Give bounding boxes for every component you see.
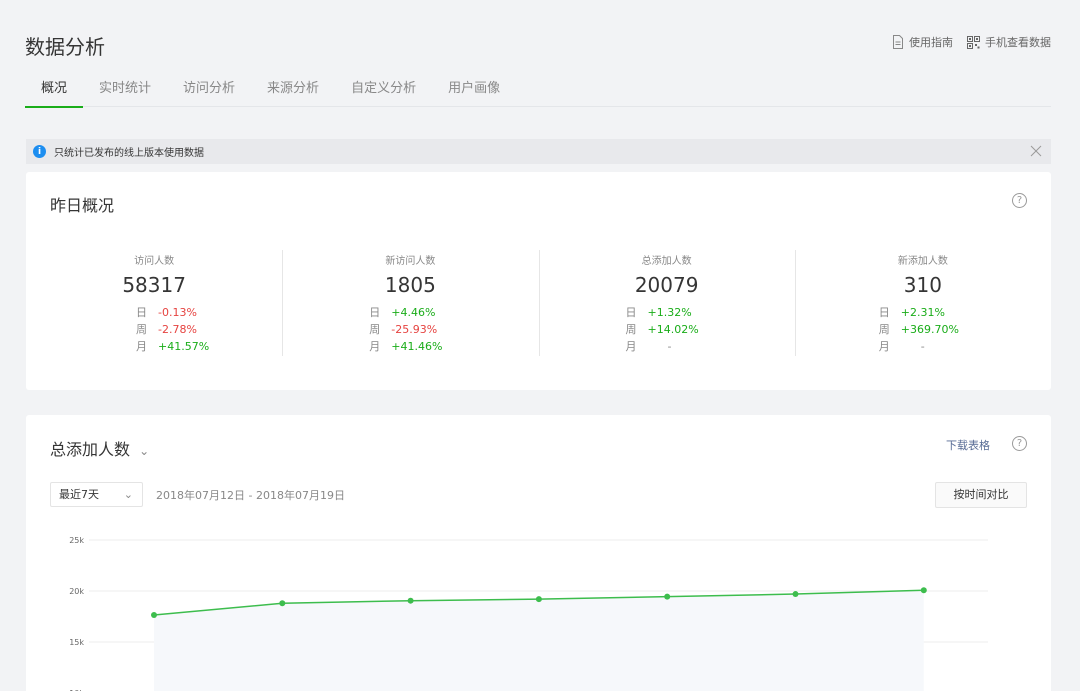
y-tick-label: 15k bbox=[69, 638, 84, 647]
change-value: +41.46% bbox=[391, 340, 443, 353]
stat-new-visitors: 新访问人数 1805 日 +4.46% 周 -25.93% 月 +41.46% bbox=[282, 250, 538, 356]
stat-changes: 日 +4.46% 周 -25.93% 月 +41.46% bbox=[369, 304, 442, 355]
download-table-link[interactable]: 下载表格 bbox=[946, 439, 990, 452]
overview-card: 昨日概况 ? 访问人数 58317 日 -0.13% 周 -2.78% 月 +41.5… bbox=[26, 172, 1051, 390]
stat-changes: 日 +1.32% 周 +14.02% 月 - bbox=[626, 304, 699, 355]
help-icon[interactable]: ? bbox=[1012, 436, 1027, 451]
data-point[interactable] bbox=[151, 611, 157, 618]
tab-source-analysis[interactable]: 来源分析 bbox=[267, 81, 320, 96]
stat-visitors: 访问人数 58317 日 -0.13% 周 -2.78% 月 +41.57% bbox=[26, 250, 282, 356]
close-icon[interactable] bbox=[1029, 144, 1043, 158]
tab-visit-analysis[interactable]: 访问分析 bbox=[183, 81, 236, 96]
tab-user-portrait[interactable]: 用户画像 bbox=[448, 81, 501, 96]
date-range-select-value: 最近7天 bbox=[59, 488, 99, 501]
stat-value: 58317 bbox=[122, 273, 186, 297]
data-point[interactable] bbox=[792, 591, 799, 598]
tab-realtime[interactable]: 实时统计 bbox=[99, 81, 152, 96]
stat-changes: 日 +2.31% 周 +369.70% 月 - bbox=[879, 304, 959, 355]
info-icon: i bbox=[33, 145, 46, 158]
tab-overview[interactable]: 概况 bbox=[25, 80, 84, 108]
qrcode-icon bbox=[967, 35, 980, 49]
stat-value: 20079 bbox=[634, 273, 699, 297]
change-value: -25.93% bbox=[391, 323, 438, 336]
change-value: - bbox=[920, 340, 925, 353]
metric-dropdown-label: 总添加人数 bbox=[50, 440, 131, 459]
date-range-text: 2018年07月12日 - 2018年07月19日 bbox=[156, 489, 345, 502]
metric-dropdown[interactable]: 总添加人数 ⌄ bbox=[50, 436, 149, 460]
change-value: +2.31% bbox=[900, 306, 945, 319]
stat-label: 访问人数 bbox=[134, 256, 175, 267]
trend-line-chart: 25k 20k 15k 10k bbox=[69, 536, 988, 691]
page-header: 数据分析 使用指南 手机查看数据 概况 实时统计 bbox=[0, 0, 1080, 125]
chevron-down-icon: ⌄ bbox=[123, 488, 133, 501]
data-point[interactable] bbox=[407, 597, 414, 604]
chevron-down-icon: ⌄ bbox=[139, 444, 150, 458]
change-label: 月 bbox=[369, 340, 381, 353]
document-icon bbox=[893, 35, 903, 49]
change-label: 日 bbox=[878, 306, 890, 319]
change-label: 日 bbox=[625, 306, 637, 319]
stat-new-added: 新添加人数 310 日 +2.31% 周 +369.70% 月 - bbox=[794, 250, 1051, 356]
change-label: 月 bbox=[136, 340, 147, 353]
change-value: +4.46% bbox=[391, 306, 436, 319]
data-point[interactable] bbox=[920, 587, 927, 594]
stat-value: 1805 bbox=[384, 273, 436, 297]
stat-changes: 日 -0.13% 周 -2.78% 月 +41.57% bbox=[136, 304, 209, 355]
compare-by-time-button[interactable]: 按时间对比 bbox=[935, 482, 1027, 508]
notice-text: 只统计已发布的线上版本使用数据 bbox=[54, 148, 204, 159]
data-point[interactable] bbox=[279, 600, 286, 607]
stat-label: 新添加人数 bbox=[897, 256, 948, 267]
page-title: 数据分析 bbox=[25, 35, 105, 59]
mobile-data-link-label: 手机查看数据 bbox=[985, 36, 1051, 49]
change-label: 月 bbox=[625, 340, 637, 353]
change-label: 月 bbox=[878, 340, 890, 353]
change-value: - bbox=[667, 340, 672, 353]
stat-label: 总添加人数 bbox=[641, 256, 692, 267]
change-label: 日 bbox=[136, 306, 147, 319]
y-tick-label: 25k bbox=[69, 536, 84, 545]
stat-value: 310 bbox=[903, 273, 942, 297]
trend-card: 总添加人数 ⌄ 下载表格 ? 最近7天 ⌄ 2018年07月12日 - 2018… bbox=[26, 415, 1051, 691]
tab-custom-analysis[interactable]: 自定义分析 bbox=[351, 81, 417, 96]
help-icon[interactable]: ? bbox=[1012, 193, 1027, 208]
y-tick-label: 20k bbox=[69, 587, 84, 596]
change-value: -2.78% bbox=[158, 323, 197, 336]
stat-label: 新访问人数 bbox=[385, 256, 436, 267]
guide-link-label: 使用指南 bbox=[909, 36, 953, 49]
header-links: 使用指南 手机查看数据 bbox=[878, 34, 1051, 50]
guide-link[interactable]: 使用指南 bbox=[892, 34, 953, 50]
overview-title: 昨日概况 bbox=[50, 196, 115, 215]
overview-stats: 访问人数 58317 日 -0.13% 周 -2.78% 月 +41.57% 新访问人… bbox=[26, 250, 1051, 356]
notice-bar: i 只统计已发布的线上版本使用数据 bbox=[26, 139, 1051, 164]
data-point[interactable] bbox=[664, 593, 671, 600]
change-label: 周 bbox=[136, 323, 147, 336]
tab-bar: 概况 实时统计 访问分析 来源分析 自定义分析 用户画像 bbox=[25, 80, 1051, 108]
change-value: +1.32% bbox=[647, 306, 692, 319]
change-label: 周 bbox=[369, 323, 381, 336]
change-label: 周 bbox=[878, 323, 890, 336]
data-point[interactable] bbox=[535, 596, 542, 603]
change-label: 周 bbox=[625, 323, 637, 336]
change-value: +369.70% bbox=[900, 323, 959, 336]
date-range-select[interactable]: 最近7天 ⌄ bbox=[50, 482, 143, 507]
change-label: 日 bbox=[369, 306, 381, 319]
change-value: -0.13% bbox=[158, 306, 197, 319]
change-value: +14.02% bbox=[647, 323, 699, 336]
change-value: +41.57% bbox=[158, 340, 210, 353]
y-tick-label: 10k bbox=[69, 689, 84, 691]
mobile-data-link[interactable]: 手机查看数据 bbox=[967, 34, 1051, 50]
series-area bbox=[154, 590, 924, 691]
stat-total-added: 总添加人数 20079 日 +1.32% 周 +14.02% 月 - bbox=[538, 250, 795, 356]
